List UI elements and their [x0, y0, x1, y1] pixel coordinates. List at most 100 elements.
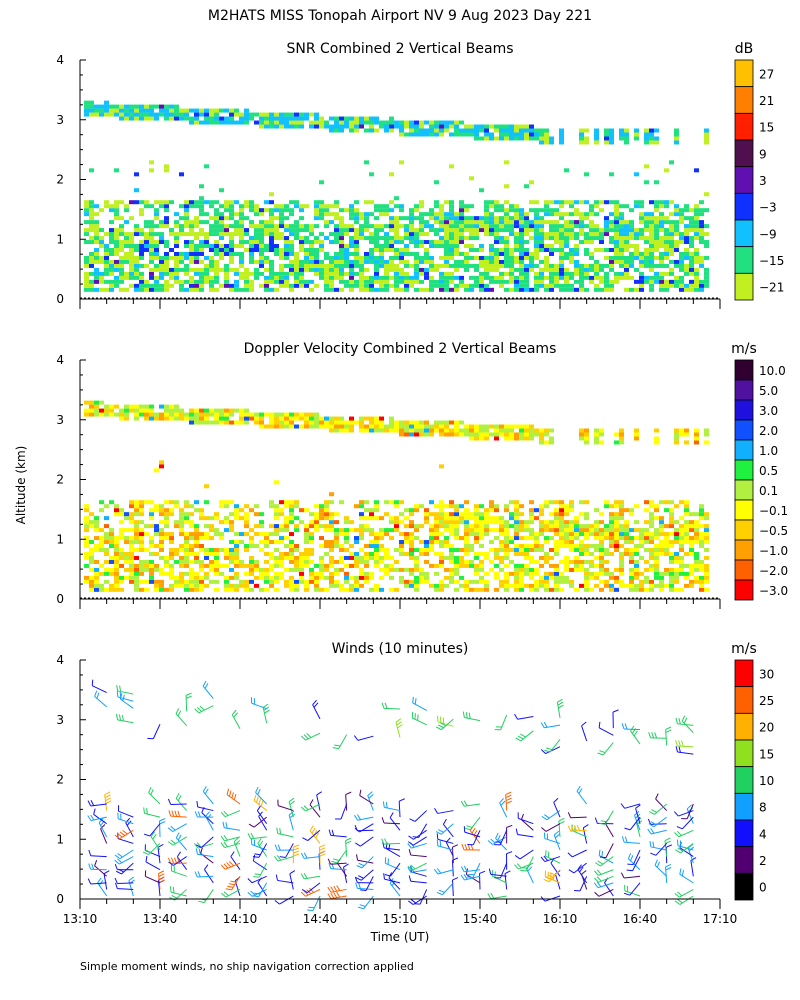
heatmap-cell — [619, 224, 624, 229]
heatmap-cell — [699, 279, 704, 284]
heatmap-cell — [394, 428, 399, 433]
heatmap-cell — [304, 547, 309, 552]
heatmap-cell — [274, 232, 279, 237]
heatmap-cell — [589, 551, 594, 556]
heatmap-cell — [519, 267, 524, 272]
heatmap-cell — [384, 263, 389, 268]
heatmap-cell — [584, 587, 589, 592]
heatmap-cell — [134, 579, 139, 584]
heatmap-cell — [674, 579, 679, 584]
heatmap-cell — [569, 259, 574, 264]
heatmap-cell — [159, 287, 164, 292]
heatmap-cell — [334, 259, 339, 264]
heatmap-cell — [234, 271, 239, 276]
heatmap-cell — [344, 255, 349, 260]
heatmap-cell — [129, 547, 134, 552]
heatmap-cell — [244, 116, 249, 121]
heatmap-cell — [414, 244, 419, 249]
heatmap-cell — [274, 571, 279, 576]
heatmap-cell — [499, 216, 504, 221]
heatmap-cell — [629, 571, 634, 576]
heatmap-cell — [319, 232, 324, 237]
heatmap-cell — [544, 428, 549, 433]
heatmap-cell — [614, 255, 619, 260]
heatmap-cell — [434, 532, 439, 537]
heatmap-cell — [639, 532, 644, 537]
heatmap-cell — [204, 555, 209, 560]
heatmap-cell — [549, 208, 554, 213]
heatmap-cell — [454, 508, 459, 513]
heatmap-cell — [629, 259, 634, 264]
heatmap-cell — [279, 508, 284, 513]
heatmap-cell — [429, 240, 434, 245]
heatmap-cell — [649, 132, 654, 137]
heatmap-cell — [569, 544, 574, 549]
heatmap-cell — [634, 279, 639, 284]
heatmap-cell — [129, 555, 134, 560]
heatmap-cell — [464, 204, 469, 209]
heatmap-cell — [489, 220, 494, 225]
heatmap-cell — [664, 524, 669, 529]
heatmap-cell — [404, 236, 409, 241]
heatmap-cell — [179, 172, 184, 177]
heatmap-cell — [569, 583, 574, 588]
heatmap-cell — [279, 224, 284, 229]
heatmap-cell — [114, 544, 119, 549]
heatmap-cell — [484, 436, 489, 441]
heatmap-cell — [224, 504, 229, 509]
heatmap-cell — [459, 563, 464, 568]
heatmap-cell — [589, 524, 594, 529]
heatmap-cell — [419, 255, 424, 260]
heatmap-cell — [699, 283, 704, 288]
heatmap-cell — [594, 271, 599, 276]
heatmap-cell — [214, 224, 219, 229]
heatmap-cell — [604, 220, 609, 225]
wind-barb — [94, 865, 107, 877]
heatmap-cell — [509, 275, 514, 280]
heatmap-cell — [354, 255, 359, 260]
heatmap-cell — [99, 563, 104, 568]
heatmap-cell — [689, 579, 694, 584]
heatmap-cell — [249, 251, 254, 256]
wind-barb-flag — [307, 909, 314, 911]
heatmap-cell — [524, 232, 529, 237]
wind-barb-flag — [228, 883, 235, 886]
heatmap-cell — [619, 212, 624, 217]
heatmap-cell — [624, 508, 629, 513]
heatmap-cell — [209, 247, 214, 252]
heatmap-cell — [309, 571, 314, 576]
heatmap-cell — [259, 567, 264, 572]
heatmap-cell — [579, 136, 584, 141]
heatmap-cell — [564, 251, 569, 256]
heatmap-cell — [669, 520, 674, 525]
heatmap-cell — [414, 583, 419, 588]
heatmap-cell — [224, 563, 229, 568]
heatmap-cell — [644, 164, 649, 169]
heatmap-cell — [649, 140, 654, 145]
heatmap-cell — [174, 112, 179, 117]
heatmap-cell — [169, 271, 174, 276]
heatmap-cell — [174, 255, 179, 260]
heatmap-cell — [664, 232, 669, 237]
heatmap-cell — [524, 287, 529, 292]
heatmap-cell — [554, 516, 559, 521]
heatmap-cell — [539, 279, 544, 284]
heatmap-cell — [279, 279, 284, 284]
heatmap-cell — [129, 283, 134, 288]
heatmap-cell — [129, 516, 134, 521]
heatmap-cell — [434, 520, 439, 525]
heatmap-cell — [264, 536, 269, 541]
heatmap-cell — [694, 224, 699, 229]
heatmap-cell — [489, 500, 494, 505]
heatmap-cell — [684, 571, 689, 576]
heatmap-cell — [369, 424, 374, 429]
heatmap-cell — [449, 579, 454, 584]
heatmap-cell — [589, 571, 594, 576]
heatmap-cell — [659, 516, 664, 521]
heatmap-cell — [294, 547, 299, 552]
heatmap-cell — [334, 540, 339, 545]
heatmap-cell — [109, 587, 114, 592]
heatmap-cell — [259, 575, 264, 580]
heatmap-cell — [369, 428, 374, 433]
heatmap-cell — [194, 216, 199, 221]
